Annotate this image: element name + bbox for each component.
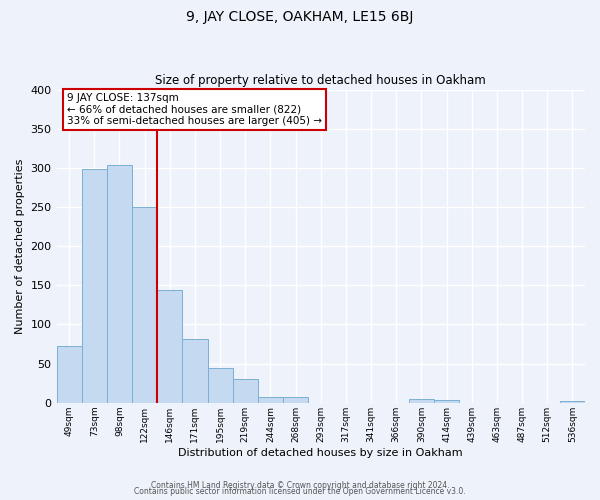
X-axis label: Distribution of detached houses by size in Oakham: Distribution of detached houses by size …: [178, 448, 463, 458]
Bar: [107, 164, 132, 403]
Bar: [56, 346, 82, 403]
Y-axis label: Number of detached properties: Number of detached properties: [15, 158, 25, 334]
Bar: [82, 170, 107, 403]
Text: Contains public sector information licensed under the Open Government Licence v3: Contains public sector information licen…: [134, 487, 466, 496]
Bar: [434, 400, 459, 403]
Text: Contains HM Land Registry data © Crown copyright and database right 2024.: Contains HM Land Registry data © Crown c…: [151, 481, 449, 490]
Bar: [233, 378, 258, 403]
Bar: [157, 290, 182, 403]
Title: Size of property relative to detached houses in Oakham: Size of property relative to detached ho…: [155, 74, 486, 87]
Bar: [182, 338, 208, 403]
Bar: [283, 398, 308, 403]
Bar: [132, 207, 157, 403]
Bar: [208, 368, 233, 403]
Bar: [560, 401, 585, 403]
Bar: [258, 396, 283, 403]
Text: 9 JAY CLOSE: 137sqm
← 66% of detached houses are smaller (822)
33% of semi-detac: 9 JAY CLOSE: 137sqm ← 66% of detached ho…: [67, 92, 322, 126]
Bar: [409, 399, 434, 403]
Text: 9, JAY CLOSE, OAKHAM, LE15 6BJ: 9, JAY CLOSE, OAKHAM, LE15 6BJ: [187, 10, 413, 24]
